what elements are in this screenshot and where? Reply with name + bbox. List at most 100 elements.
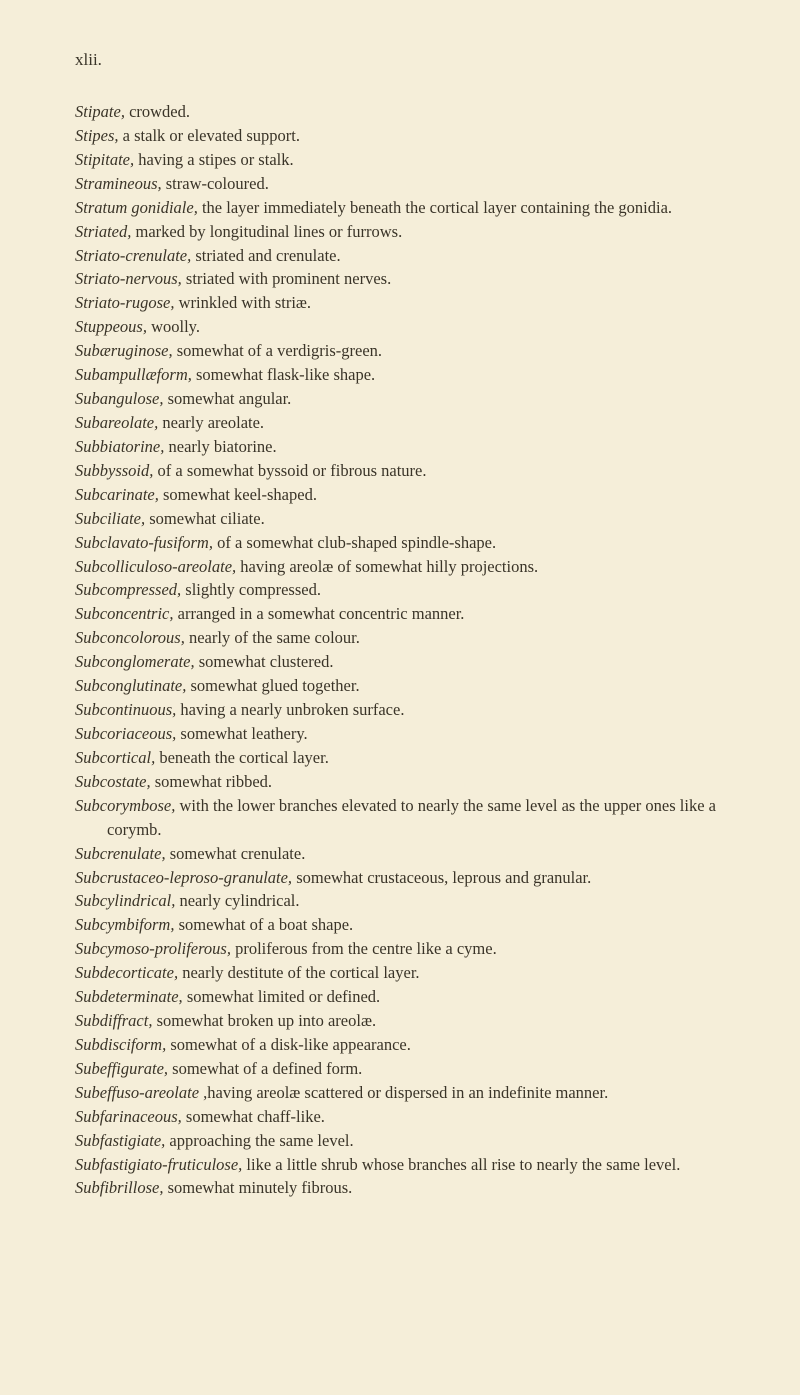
glossary-entry: Subconglutinate, somewhat glued together… bbox=[75, 674, 740, 698]
glossary-entry: Subbyssoid, of a somewhat byssoid or fib… bbox=[75, 459, 740, 483]
entry-definition: somewhat flask-like shape. bbox=[192, 365, 375, 384]
entry-term: Striato-nervous, bbox=[75, 269, 182, 288]
entry-term: Subconcolorous, bbox=[75, 628, 185, 647]
entry-definition: somewhat ribbed. bbox=[151, 772, 272, 791]
entry-term: Subcymoso-proliferous, bbox=[75, 939, 231, 958]
entry-definition: proliferous from the centre like a cyme. bbox=[231, 939, 497, 958]
glossary-entry: Stramineous, straw-coloured. bbox=[75, 172, 740, 196]
entry-term: Subclavato-fusiform, bbox=[75, 533, 213, 552]
entry-definition: beneath the cortical layer. bbox=[155, 748, 329, 767]
entry-term: Subcortical, bbox=[75, 748, 155, 767]
entry-definition: arranged in a somewhat concentric manner… bbox=[174, 604, 465, 623]
glossary-entry: Subconcentric, arranged in a somewhat co… bbox=[75, 602, 740, 626]
glossary-entry: Subcorymbose, with the lower branches el… bbox=[75, 794, 740, 842]
entry-term: Subcorymbose, bbox=[75, 796, 175, 815]
entry-definition: somewhat keel-shaped. bbox=[159, 485, 317, 504]
entry-term: Subdecorticate, bbox=[75, 963, 178, 982]
entry-term: Stramineous, bbox=[75, 174, 162, 193]
entry-definition: nearly biatorine. bbox=[164, 437, 276, 456]
glossary-entry: Subcostate, somewhat ribbed. bbox=[75, 770, 740, 794]
glossary-entry: Stuppeous, woolly. bbox=[75, 315, 740, 339]
entry-definition: somewhat of a defined form. bbox=[168, 1059, 362, 1078]
entry-term: Subcrustaceo-leproso-granulate, bbox=[75, 868, 292, 887]
entry-term: Subcylindrical, bbox=[75, 891, 175, 910]
entry-term: Subbiatorine, bbox=[75, 437, 164, 456]
glossary-entry: Subcortical, beneath the cortical layer. bbox=[75, 746, 740, 770]
entry-term: Subcolliculoso-areolate, bbox=[75, 557, 236, 576]
entry-term: Subbyssoid, bbox=[75, 461, 153, 480]
glossary-entry: Subcontinuous, having a nearly unbroken … bbox=[75, 698, 740, 722]
entry-definition: somewhat angular. bbox=[163, 389, 291, 408]
page-number: xlii. bbox=[75, 50, 740, 70]
glossary-entry: Subeffuso-areolate ,having areolæ scatte… bbox=[75, 1081, 740, 1105]
entry-definition: somewhat broken up into areolæ. bbox=[152, 1011, 376, 1030]
entry-term: Subconglomerate, bbox=[75, 652, 195, 671]
glossary-entry: Subconglomerate, somewhat clustered. bbox=[75, 650, 740, 674]
entry-term: Subdeterminate, bbox=[75, 987, 183, 1006]
entry-term: Subconglutinate, bbox=[75, 676, 186, 695]
entry-definition: with the lower branches elevated to near… bbox=[107, 796, 716, 839]
entry-definition: somewhat of a verdigris-green. bbox=[173, 341, 382, 360]
entry-definition: ,having areolæ scattered or dispersed in… bbox=[199, 1083, 608, 1102]
glossary-entry: Subfibrillose, somewhat minutely fibrous… bbox=[75, 1176, 740, 1200]
entry-term: Stipate, bbox=[75, 102, 125, 121]
glossary-entry: Subciliate, somewhat ciliate. bbox=[75, 507, 740, 531]
entry-term: Stipes, bbox=[75, 126, 119, 145]
glossary-entry: Stratum gonidiale, the layer immediately… bbox=[75, 196, 740, 220]
entry-term: Subfastigiato-fruticulose, bbox=[75, 1155, 242, 1174]
entry-definition: striated with prominent nerves. bbox=[182, 269, 391, 288]
glossary-entry: Subareolate, nearly areolate. bbox=[75, 411, 740, 435]
glossary-entry: Subæruginose, somewhat of a verdigris-gr… bbox=[75, 339, 740, 363]
glossary-entry: Subeffigurate, somewhat of a defined for… bbox=[75, 1057, 740, 1081]
glossary-entry: Subdisciform, somewhat of a disk-like ap… bbox=[75, 1033, 740, 1057]
entry-definition: somewhat chaff-like. bbox=[182, 1107, 325, 1126]
glossary-entry: Subcrustaceo-leproso-granulate, somewhat… bbox=[75, 866, 740, 890]
entry-definition: somewhat crustaceous, leprous and granul… bbox=[292, 868, 591, 887]
entry-definition: approaching the same level. bbox=[165, 1131, 353, 1150]
entry-definition: crowded. bbox=[125, 102, 190, 121]
entry-term: Subfastigiate, bbox=[75, 1131, 165, 1150]
entry-definition: somewhat clustered. bbox=[195, 652, 334, 671]
entry-definition: a stalk or elevated support. bbox=[119, 126, 300, 145]
entry-term: Subcrenulate, bbox=[75, 844, 166, 863]
entry-term: Subareolate, bbox=[75, 413, 158, 432]
entry-definition: of a somewhat byssoid or fibrous nature. bbox=[153, 461, 426, 480]
entry-term: Subeffuso-areolate bbox=[75, 1083, 199, 1102]
entry-definition: somewhat leathery. bbox=[176, 724, 307, 743]
glossary-entry: Subcymbiform, somewhat of a boat shape. bbox=[75, 913, 740, 937]
glossary-entry: Subdeterminate, somewhat limited or defi… bbox=[75, 985, 740, 1009]
glossary-entry: Subampullæform, somewhat flask-like shap… bbox=[75, 363, 740, 387]
entry-definition: somewhat ciliate. bbox=[145, 509, 265, 528]
glossary-entry: Subcarinate, somewhat keel-shaped. bbox=[75, 483, 740, 507]
entry-term: Subdisciform, bbox=[75, 1035, 166, 1054]
entry-definition: striated and crenulate. bbox=[191, 246, 340, 265]
entry-term: Striato-rugose, bbox=[75, 293, 174, 312]
entry-definition: having a nearly unbroken surface. bbox=[176, 700, 404, 719]
entry-term: Subciliate, bbox=[75, 509, 145, 528]
entry-definition: woolly. bbox=[147, 317, 200, 336]
glossary-entry: Subfastigiato-fruticulose, like a little… bbox=[75, 1153, 740, 1177]
entry-term: Subdiffract, bbox=[75, 1011, 152, 1030]
entry-definition: marked by longitudinal lines or furrows. bbox=[131, 222, 402, 241]
entry-term: Subangulose, bbox=[75, 389, 163, 408]
entry-definition: slightly compressed. bbox=[181, 580, 321, 599]
entry-term: Striated, bbox=[75, 222, 131, 241]
entry-term: Subeffigurate, bbox=[75, 1059, 168, 1078]
glossary-entry: Subbiatorine, nearly biatorine. bbox=[75, 435, 740, 459]
glossary-entry: Subangulose, somewhat angular. bbox=[75, 387, 740, 411]
entry-definition: nearly cylindrical. bbox=[175, 891, 299, 910]
entry-term: Subfibrillose, bbox=[75, 1178, 163, 1197]
glossary-entry: Subconcolorous, nearly of the same colou… bbox=[75, 626, 740, 650]
entry-definition: nearly areolate. bbox=[158, 413, 264, 432]
entry-term: Subampullæform, bbox=[75, 365, 192, 384]
glossary-entry: Subfarinaceous, somewhat chaff-like. bbox=[75, 1105, 740, 1129]
entry-definition: nearly destitute of the cortical layer. bbox=[178, 963, 419, 982]
entry-definition: somewhat limited or defined. bbox=[183, 987, 381, 1006]
glossary-entry: Striato-nervous, striated with prominent… bbox=[75, 267, 740, 291]
glossary-entry: Stipitate, having a stipes or stalk. bbox=[75, 148, 740, 172]
entry-term: Subcostate, bbox=[75, 772, 151, 791]
entry-term: Stuppeous, bbox=[75, 317, 147, 336]
entry-term: Stipitate, bbox=[75, 150, 134, 169]
glossary-entry: Subdecorticate, nearly destitute of the … bbox=[75, 961, 740, 985]
glossary-entry: Subcrenulate, somewhat crenulate. bbox=[75, 842, 740, 866]
